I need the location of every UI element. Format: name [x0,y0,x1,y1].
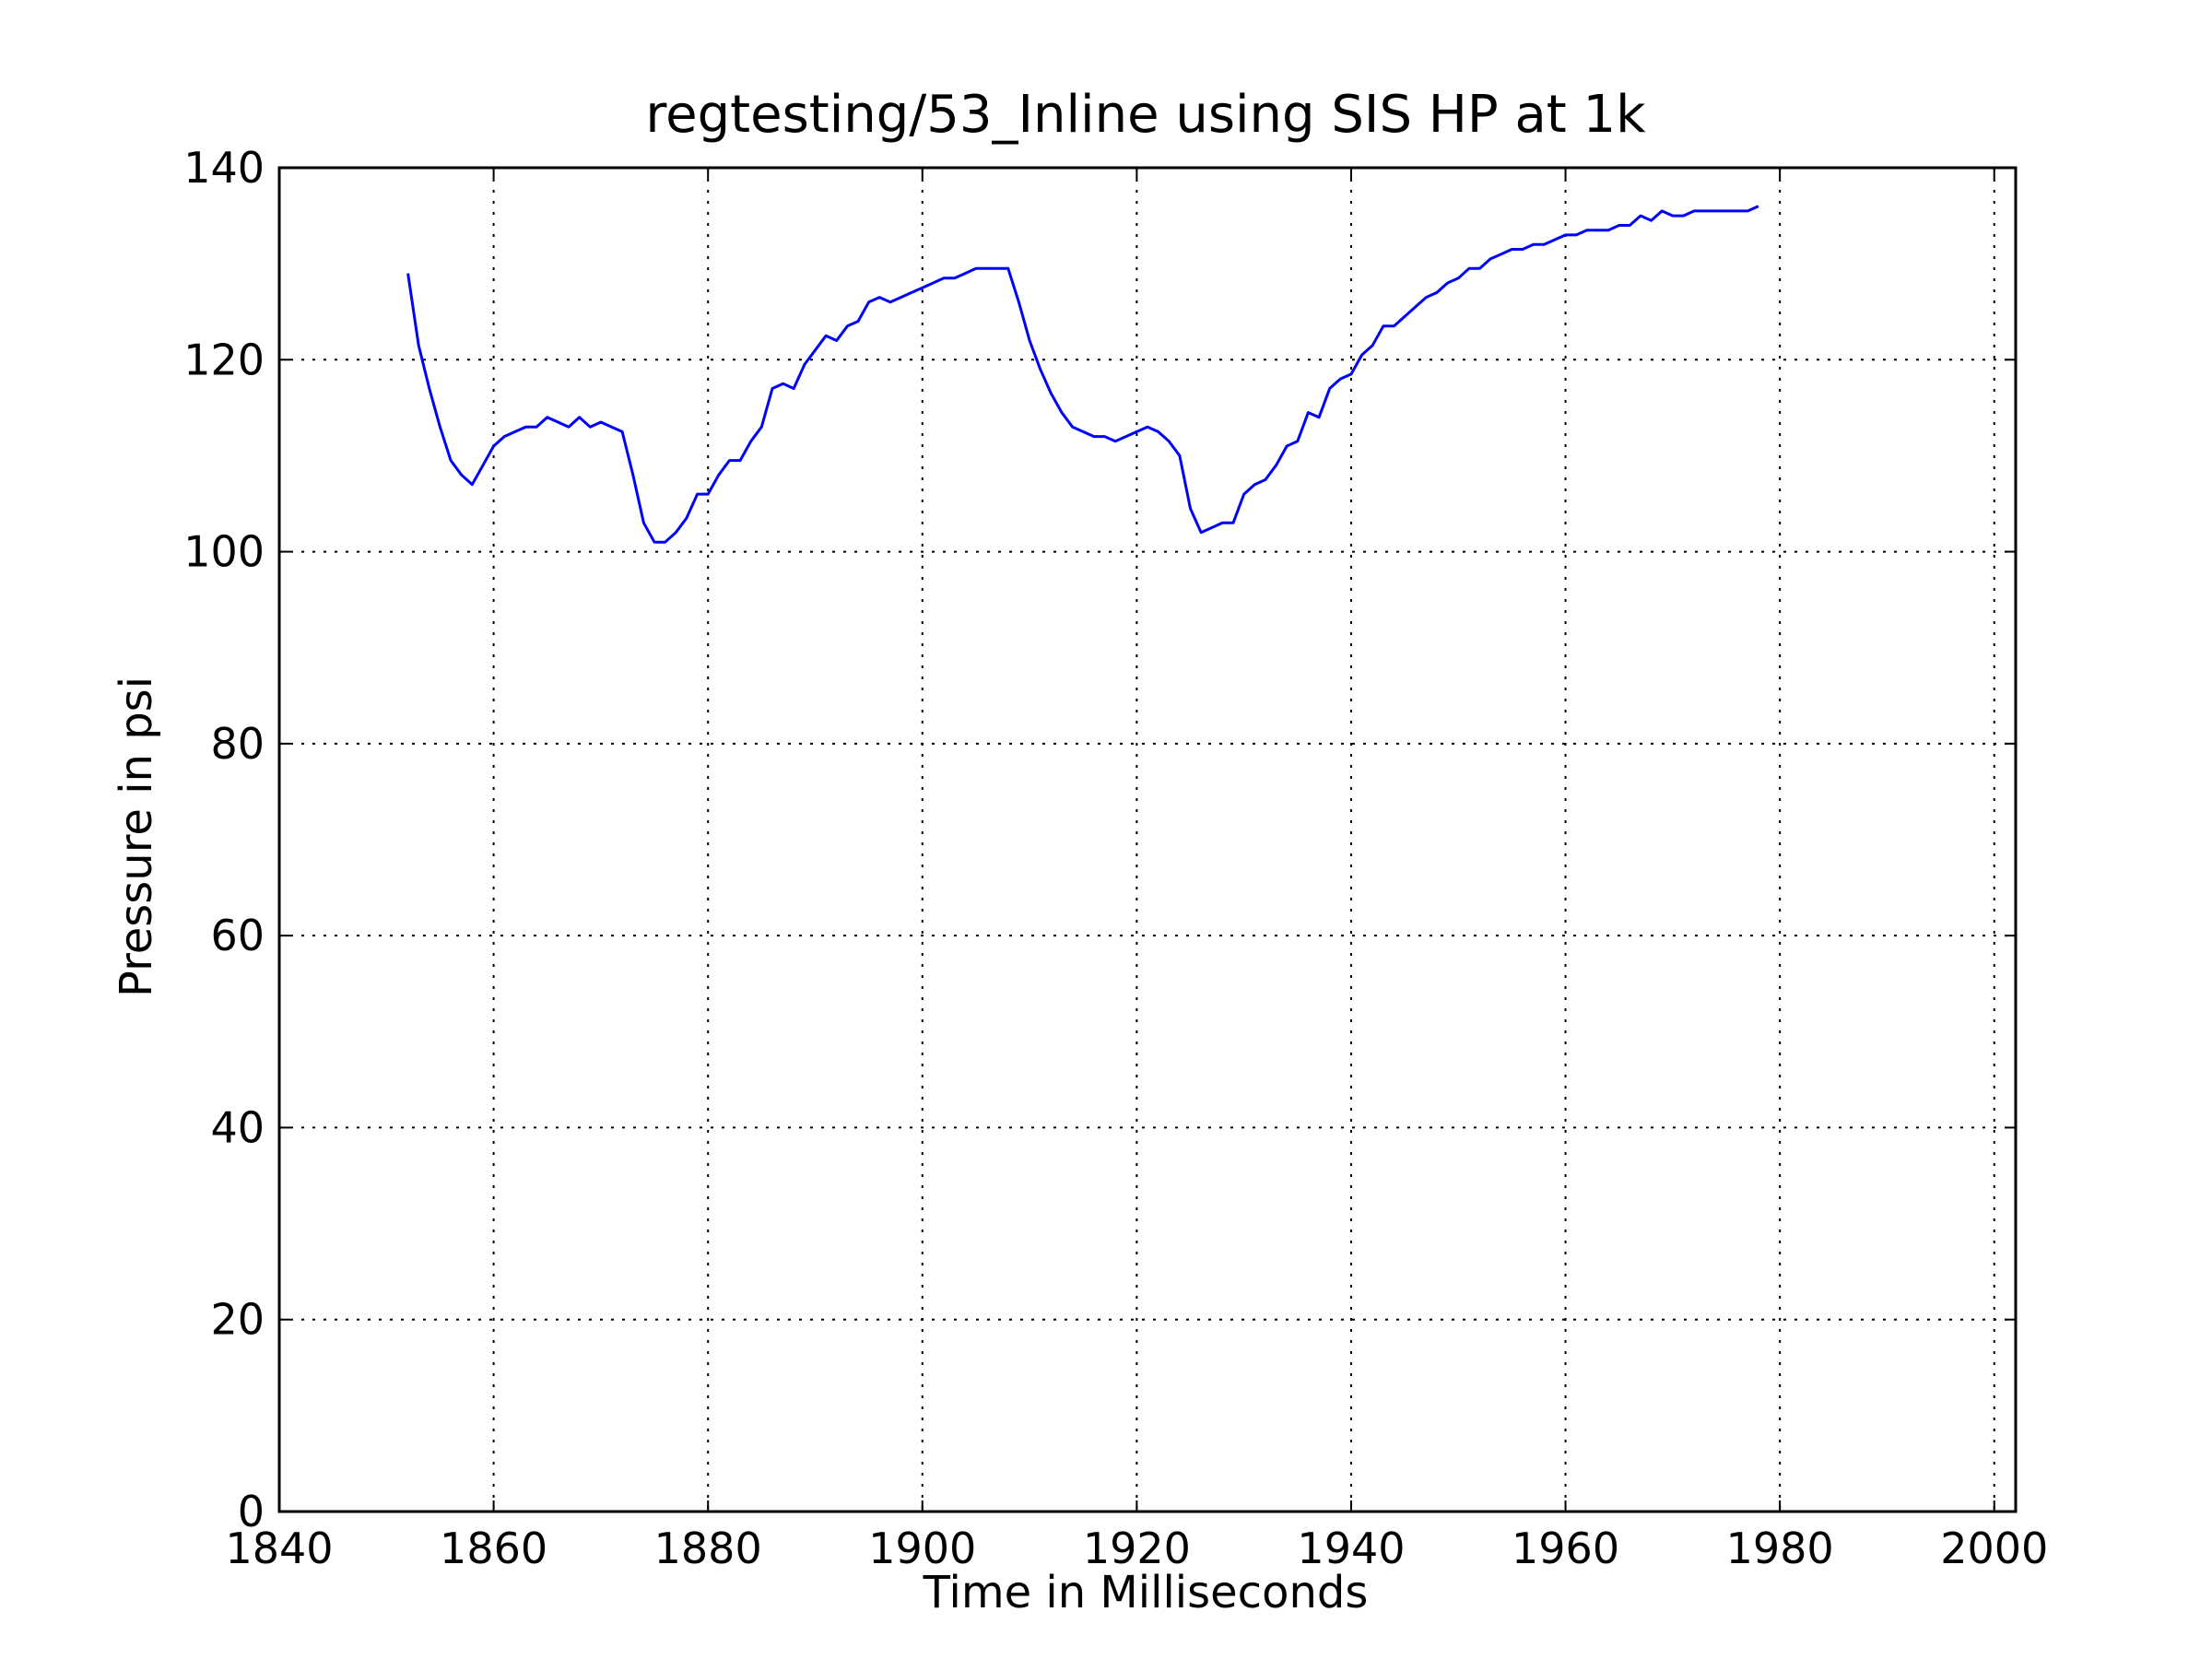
chart-title: regtesting/53_Inline using SIS HP at 1k [645,85,1646,145]
y-tick-label: 60 [210,911,265,960]
x-tick-label: 1900 [868,1524,976,1573]
y-tick-label: 40 [210,1102,265,1152]
y-tick-label: 120 [183,335,265,384]
data-series [406,205,1759,544]
x-tick-label: 1860 [440,1524,547,1573]
y-axis-label: Pressure in psi [111,677,162,997]
x-tick-label: 1960 [1512,1524,1619,1573]
grid-lines [279,168,2016,1512]
y-tick-label: 20 [210,1295,265,1345]
plot-frame [277,166,2018,1513]
x-tick-label: 1880 [654,1524,762,1573]
y-tick-label: 0 [238,1487,265,1536]
x-axis-label: Time in Milliseconds [923,1567,1369,1618]
y-tick-label: 100 [183,527,265,577]
x-tick-label: 1920 [1083,1524,1191,1573]
x-tick-label: 1980 [1726,1524,1834,1573]
y-tick-label: 140 [183,143,265,193]
x-tick-label: 2000 [1940,1524,2048,1573]
pressure-series-line [406,205,1759,544]
y-tick-label: 80 [210,719,265,769]
axis-ticks: 1840 1860 1880 1900 1920 1940 1960 1980 2000 0 20 4… [183,143,2048,1573]
x-tick-label: 1840 [225,1524,333,1573]
x-tick-label: 1940 [1297,1524,1405,1573]
